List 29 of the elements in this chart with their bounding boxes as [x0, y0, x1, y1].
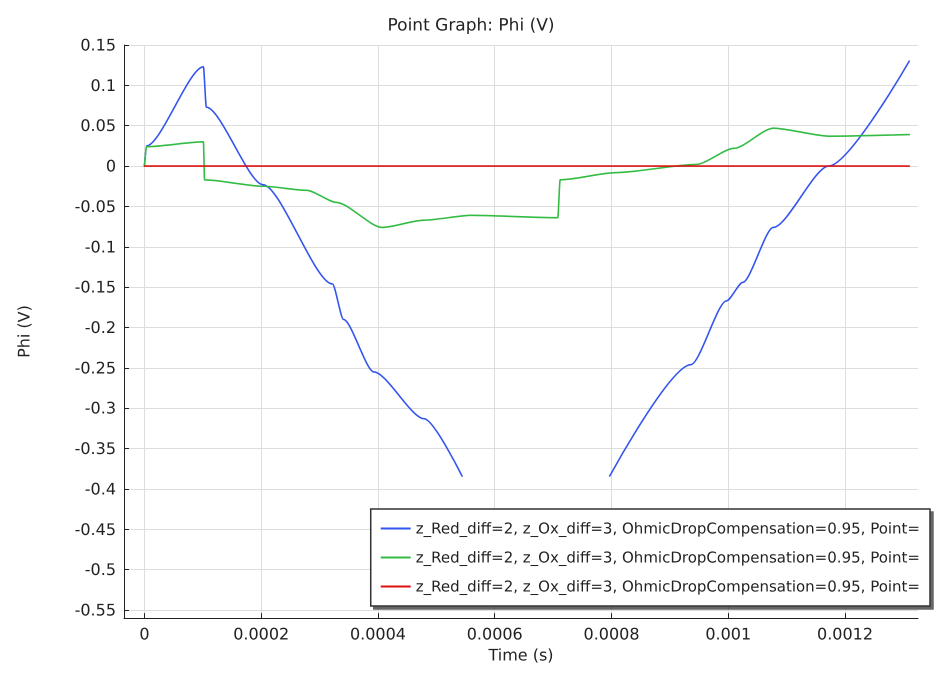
- legend-label: z_Red_diff=2, z_Ox_diff=3, OhmicDropCompensation=0.95, Point=: [416, 548, 920, 566]
- x-tick-label: 0.0012: [817, 624, 874, 644]
- x-tick-label: 0: [139, 624, 150, 644]
- y-tick-label: -0.2: [84, 318, 116, 338]
- x-tick-label: 0.0004: [350, 624, 406, 644]
- y-tick-label: 0.1: [90, 76, 116, 95]
- y-tick-label: 0: [106, 156, 116, 176]
- y-tick-label: -0.4: [84, 479, 116, 498]
- chart-title: Point Graph: Phi (V): [388, 16, 554, 36]
- y-tick-label: 0.05: [80, 116, 116, 136]
- x-tick-label: 0.0006: [466, 624, 523, 644]
- y-tick-label: 0.15: [80, 36, 116, 54]
- y-tick-label: -0.45: [74, 520, 116, 539]
- y-tick-label: -0.15: [74, 278, 116, 297]
- y-tick-label: -0.25: [74, 358, 116, 378]
- x-tick-label: 0.0002: [233, 624, 290, 644]
- y-tick-label: -0.35: [74, 439, 116, 458]
- x-axis-title: Time (s): [487, 646, 554, 664]
- y-tick-label: -0.05: [74, 196, 116, 216]
- y-tick-label: -0.5: [84, 560, 116, 580]
- y-tick-label: -0.3: [84, 398, 116, 418]
- y-tick-label: -0.1: [84, 237, 116, 256]
- y-axis-title: Phi (V): [14, 305, 34, 358]
- x-tick-label: 0.001: [705, 624, 752, 644]
- line-series: [144, 127, 910, 228]
- x-tick-label: 0.0008: [584, 624, 640, 644]
- y-tick-label: -0.55: [74, 600, 116, 620]
- legend-label: z_Red_diff=2, z_Ox_diff=3, OhmicDropCompensation=0.95, Point=: [416, 520, 920, 538]
- legend-label: z_Red_diff=2, z_Ox_diff=3, OhmicDropCompensation=0.95, Point=: [416, 578, 920, 596]
